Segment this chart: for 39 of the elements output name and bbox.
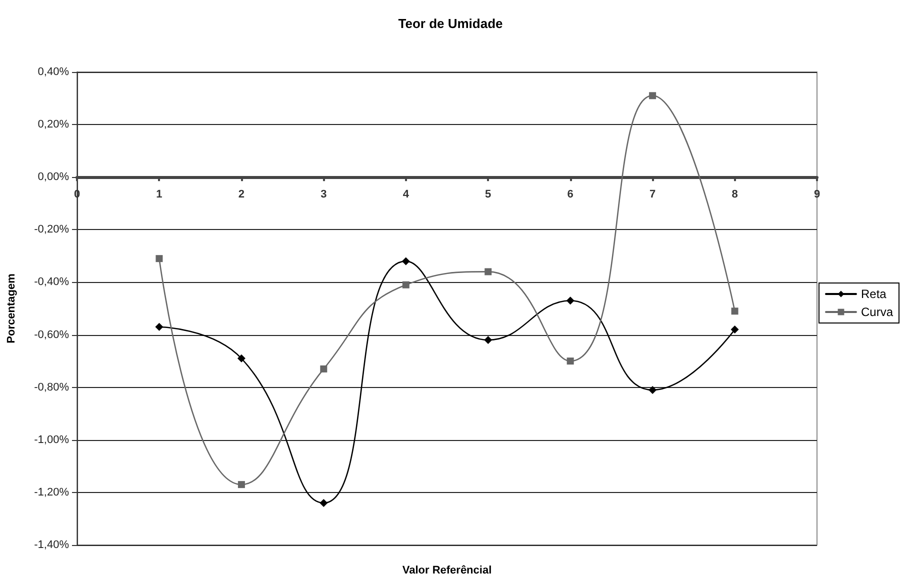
y-tick-label: 0,40% [38, 66, 70, 78]
y-tick-label: -1,40% [34, 539, 70, 551]
point [402, 257, 410, 266]
x-tick-label: 2 [238, 188, 245, 201]
x-tick-label: 5 [485, 188, 492, 201]
point [156, 255, 163, 262]
point [566, 358, 574, 365]
point [649, 92, 656, 100]
x-tick-label: 4 [402, 188, 410, 201]
x-tick-label: 1 [156, 188, 162, 201]
y-tick-label: -1,00% [34, 434, 70, 446]
y-tick-label: 0,20% [38, 118, 70, 131]
x-tick-label: 8 [732, 188, 738, 201]
point [731, 308, 738, 315]
y-tick-label: -1,20% [34, 486, 70, 498]
y-tick-label: -0,80% [34, 381, 70, 394]
x-tick-label: 6 [567, 188, 574, 201]
point [484, 336, 492, 344]
chart-title: Teor de Umidade [398, 16, 503, 31]
point [566, 296, 574, 305]
y-tick-label: 0,00% [38, 171, 70, 184]
y-tick-label: -0,20% [34, 224, 70, 236]
point [320, 498, 328, 507]
y-axis-title: Porcentagem [6, 273, 18, 344]
y-tick-label: -0,60% [34, 328, 70, 341]
x-axis-title: Valor Referêncial [402, 564, 492, 576]
point [730, 326, 739, 334]
point [155, 322, 164, 331]
legend-label: Curva [860, 305, 894, 319]
point [484, 268, 492, 276]
point [237, 354, 246, 362]
point [402, 281, 410, 288]
x-tick-label: 7 [649, 188, 656, 201]
point [648, 386, 657, 394]
point [238, 481, 245, 488]
y-tick-label: -0,40% [34, 276, 70, 288]
point [320, 365, 328, 372]
x-tick-label: 3 [320, 188, 327, 201]
legend-label: Reta [860, 287, 887, 301]
